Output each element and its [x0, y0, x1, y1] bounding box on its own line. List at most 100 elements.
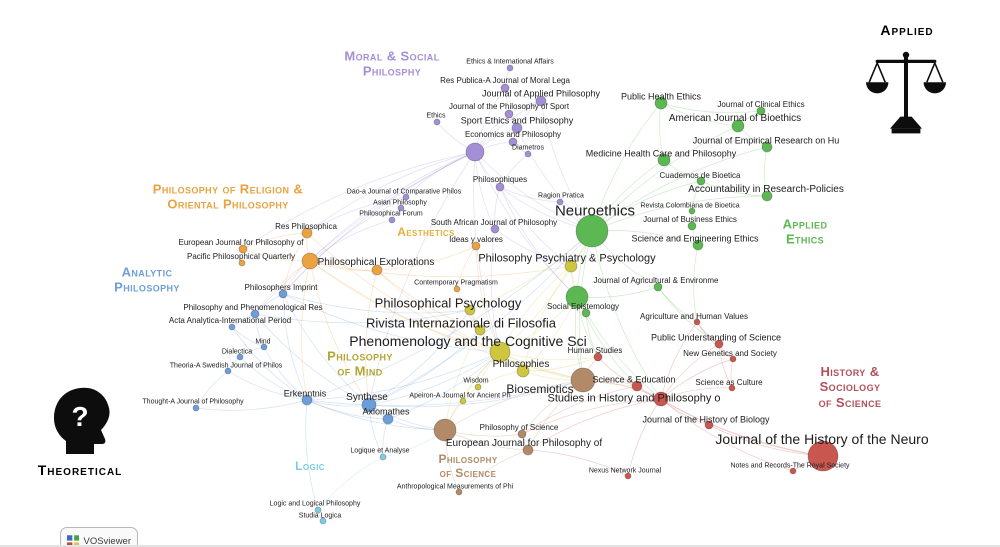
journal-node[interactable] [511, 122, 523, 134]
journal-label[interactable]: Erkenntnis [283, 388, 327, 399]
journal-label[interactable]: Anthropological Measurements of Phi [396, 483, 514, 491]
journal-label[interactable]: Logic and Logical Philosophy [269, 500, 361, 508]
journal-label[interactable]: American Journal of Bioethics [668, 113, 802, 124]
journal-label[interactable]: Social Epistemology [546, 302, 620, 311]
journal-label[interactable]: New Genetics and Society [683, 349, 777, 358]
journal-node[interactable] [508, 137, 518, 147]
journal-node[interactable] [490, 224, 500, 234]
journal-node[interactable] [593, 352, 603, 362]
journal-label[interactable]: Ideas y valores [449, 235, 503, 244]
journal-label[interactable]: Sport Ethics and Philosophy [460, 115, 574, 126]
journal-label[interactable]: Pacific Philosophical Quarterly [186, 252, 296, 261]
journal-label[interactable]: Res Publica-A Journal of Moral Lega [440, 76, 570, 85]
journal-node[interactable] [238, 244, 248, 254]
journal-node[interactable] [228, 323, 236, 331]
journal-label[interactable]: Notes and Records-The Royal Society [730, 462, 850, 470]
journal-node[interactable] [361, 397, 377, 413]
journal-label[interactable]: Philosophical Explorations [317, 257, 435, 268]
journal-node[interactable] [692, 239, 704, 251]
journal-node[interactable] [459, 397, 467, 405]
journal-label[interactable]: Public Health Ethics [620, 91, 702, 102]
journal-node[interactable] [624, 472, 632, 480]
journal-node[interactable] [570, 367, 596, 393]
journal-label[interactable]: Apeiron-A Journal for Ancient Ph [409, 392, 511, 400]
journal-node[interactable] [504, 109, 514, 119]
journal-label[interactable]: Science and Engineering Ethics [631, 233, 759, 244]
journal-node[interactable] [238, 259, 246, 267]
journal-label[interactable]: Medicine Health Care and Philosophy [585, 148, 737, 159]
journal-node[interactable] [657, 153, 671, 167]
journal-node[interactable] [382, 413, 394, 425]
journal-label[interactable]: Cuadernos de Bioetica [659, 171, 741, 180]
journal-label[interactable]: Ethics [426, 112, 446, 120]
journal-node[interactable] [704, 420, 714, 430]
journal-node[interactable] [474, 383, 482, 391]
journal-label[interactable]: Diametros [512, 144, 544, 152]
journal-node[interactable] [224, 367, 232, 375]
journal-node[interactable] [556, 198, 564, 206]
journal-node[interactable] [402, 193, 410, 201]
journal-node[interactable] [474, 324, 486, 336]
journal-node[interactable] [575, 214, 609, 248]
journal-label[interactable]: Contemporary Pragmatism [414, 279, 498, 287]
journal-node[interactable] [565, 285, 589, 309]
journal-node[interactable] [756, 106, 766, 116]
journal-node[interactable] [301, 227, 313, 239]
journal-label[interactable]: Synthese [346, 392, 388, 403]
journal-label[interactable]: Philosophiques [472, 175, 528, 184]
journal-label[interactable]: Asian Philosophy [373, 199, 427, 207]
journal-node[interactable] [433, 118, 441, 126]
journal-node[interactable] [653, 282, 663, 292]
journal-label[interactable]: Human Studies [567, 346, 623, 355]
journal-node[interactable] [688, 207, 696, 215]
journal-node[interactable] [433, 418, 457, 442]
journal-label[interactable]: Journal of Business Ethics [643, 215, 737, 224]
journal-node[interactable] [471, 241, 481, 251]
journal-label[interactable]: Theoria-A Swedish Journal of Philos [169, 362, 283, 370]
journal-label[interactable]: Journal of Clinical Ethics [717, 100, 805, 109]
journal-label[interactable]: Economics and Philosophy [464, 130, 562, 139]
journal-node[interactable] [729, 355, 737, 363]
journal-node[interactable] [524, 150, 532, 158]
journal-node[interactable] [260, 343, 268, 351]
journal-label[interactable]: Mind [255, 338, 271, 346]
journal-node[interactable] [653, 391, 669, 407]
journal-label[interactable]: Logique et Analyse [350, 447, 410, 455]
journal-label[interactable]: Axiomathes [362, 406, 410, 417]
journal-label[interactable]: Ragion Pratica [538, 192, 584, 200]
journal-label[interactable]: Philosophy and Phenomenological Res [183, 303, 323, 312]
journal-node[interactable] [301, 252, 319, 270]
journal-node[interactable] [495, 182, 505, 192]
journal-label[interactable]: Journal of the History of the Neuro [715, 431, 929, 447]
journal-node[interactable] [314, 506, 322, 514]
journal-label[interactable]: Philosophy of Science [479, 423, 559, 432]
journal-node[interactable] [455, 488, 463, 496]
journal-node[interactable] [687, 221, 697, 231]
journal-label[interactable]: Agriculture and Human Values [640, 312, 748, 321]
journal-node[interactable] [728, 384, 736, 392]
journal-node[interactable] [388, 216, 396, 224]
journal-label[interactable]: Philosophical Forum [359, 210, 423, 218]
journal-node[interactable] [250, 309, 260, 319]
journal-node[interactable] [301, 394, 313, 406]
journal-label[interactable]: Accountability in Research-Policies [688, 184, 844, 195]
journal-node[interactable] [731, 119, 745, 133]
journal-node[interactable] [564, 259, 578, 273]
journal-label[interactable]: Journal of Agricultural & Environme [593, 276, 719, 285]
journal-node[interactable] [506, 64, 514, 72]
journal-label[interactable]: South African Journal of Philosophy [430, 218, 558, 227]
journal-label[interactable]: Science & Education [592, 374, 676, 385]
journal-label[interactable]: Revista Colombiana de Bioetica [640, 202, 740, 210]
journal-label[interactable]: Res Philosophica [275, 222, 337, 231]
journal-label[interactable]: Studia Logica [298, 512, 342, 520]
journal-label[interactable]: Neuroethics [554, 202, 636, 220]
journal-node[interactable] [535, 95, 547, 107]
journal-label[interactable]: Thought-A Journal of Philosophy [142, 398, 244, 406]
journal-label[interactable]: Ethics & International Affairs [466, 58, 554, 66]
journal-label[interactable]: Philosophical Psychology [374, 295, 522, 311]
journal-label[interactable]: Philosophers Imprint [244, 283, 318, 292]
journal-label[interactable]: Nexus Network Journal [588, 467, 662, 475]
journal-node[interactable] [489, 341, 511, 363]
journal-node[interactable] [278, 289, 288, 299]
journal-label[interactable]: Dialectica [221, 348, 253, 356]
